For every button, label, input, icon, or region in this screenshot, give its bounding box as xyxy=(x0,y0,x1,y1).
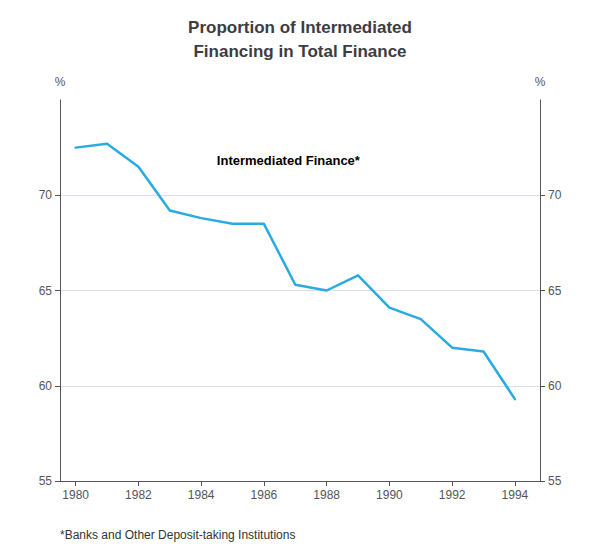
svg-text:%: % xyxy=(55,75,66,89)
svg-text:1988: 1988 xyxy=(313,488,340,502)
svg-text:65: 65 xyxy=(39,284,53,298)
svg-text:60: 60 xyxy=(39,379,53,393)
svg-text:60: 60 xyxy=(548,379,562,393)
svg-text:1990: 1990 xyxy=(376,488,403,502)
svg-text:70: 70 xyxy=(548,188,562,202)
svg-text:1994: 1994 xyxy=(502,488,529,502)
svg-text:%: % xyxy=(535,75,546,89)
svg-text:1982: 1982 xyxy=(125,488,152,502)
svg-text:65: 65 xyxy=(548,284,562,298)
svg-text:1986: 1986 xyxy=(251,488,278,502)
svg-text:Proportion of Intermediated: Proportion of Intermediated xyxy=(188,18,412,37)
svg-text:Financing in Total Finance: Financing in Total Finance xyxy=(193,42,406,61)
svg-text:1984: 1984 xyxy=(188,488,215,502)
svg-text:1992: 1992 xyxy=(439,488,466,502)
svg-text:70: 70 xyxy=(39,188,53,202)
svg-text:*Banks and Other Deposit-takin: *Banks and Other Deposit-taking Institut… xyxy=(60,528,295,542)
svg-text:55: 55 xyxy=(548,474,562,488)
svg-text:Intermediated Finance*: Intermediated Finance* xyxy=(217,153,361,168)
svg-text:55: 55 xyxy=(39,474,53,488)
svg-text:1980: 1980 xyxy=(62,488,89,502)
